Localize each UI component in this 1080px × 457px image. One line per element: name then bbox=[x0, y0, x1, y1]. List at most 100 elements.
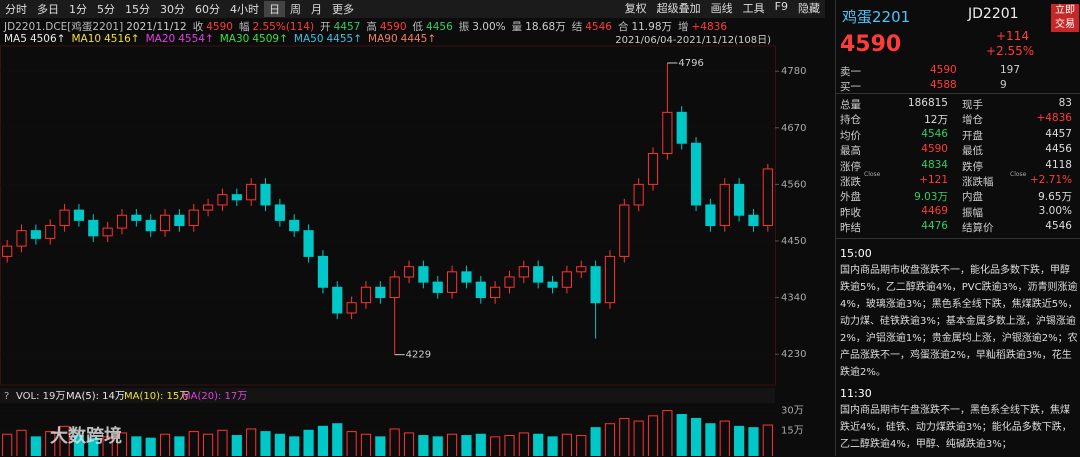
quote-value: 3.00% bbox=[1038, 204, 1072, 217]
volume-bar bbox=[88, 437, 99, 456]
candle-body bbox=[45, 225, 56, 239]
volume-bar bbox=[16, 429, 27, 456]
ma-legend: MA5 4506↑ MA10 4516↑ MA20 4554↑ MA30 4509↑ MA50 4… bbox=[4, 33, 436, 45]
candle-body bbox=[446, 271, 458, 293]
tool-button[interactable]: 画线 bbox=[710, 2, 733, 15]
candle-body bbox=[762, 168, 773, 227]
volume-bar bbox=[116, 432, 128, 456]
volume-bar bbox=[604, 423, 616, 456]
candle-body bbox=[16, 230, 27, 247]
quote-label: 跌停 bbox=[962, 160, 983, 173]
quote-value: 4118 bbox=[1045, 158, 1072, 171]
info-item: 幅 2.55%(114) bbox=[239, 19, 314, 34]
volume-bar bbox=[662, 410, 673, 456]
quote-value: 83 bbox=[1058, 97, 1072, 109]
volume-bar bbox=[432, 436, 443, 456]
period-tab[interactable]: 多日 bbox=[37, 3, 59, 16]
info-label: 高 bbox=[366, 21, 377, 33]
quote-panel: 鸡蛋2201 JD2201 4590 +114 +2.55% 立即交易 卖一 4590 197 买… bbox=[835, 0, 1080, 456]
divider bbox=[836, 93, 1080, 94]
volume-bar bbox=[633, 420, 644, 456]
candle-body bbox=[317, 255, 329, 288]
book-label: 买一 bbox=[840, 81, 861, 93]
info-label: 增 bbox=[678, 21, 689, 33]
info-value: 4457 bbox=[333, 21, 361, 33]
volume-bar bbox=[576, 435, 587, 456]
quote-name: 鸡蛋2201 bbox=[842, 8, 911, 26]
quote-code: JD2201 bbox=[968, 6, 1019, 22]
volume-bar bbox=[2, 433, 13, 456]
quote-label: 振幅 bbox=[962, 206, 983, 219]
volume-bar bbox=[418, 435, 429, 456]
candle-body bbox=[174, 214, 185, 227]
volume-bar bbox=[346, 431, 357, 456]
quote-value: 4456 bbox=[1045, 143, 1072, 156]
candle-body bbox=[303, 230, 314, 257]
candle-body bbox=[102, 227, 113, 237]
candle-body bbox=[561, 271, 572, 288]
period-tab[interactable]: 1分 bbox=[69, 3, 87, 16]
candle-body bbox=[633, 183, 644, 206]
period-tab[interactable]: 更多 bbox=[332, 3, 354, 16]
volume-bar bbox=[203, 433, 214, 456]
info-label: 结 bbox=[571, 21, 583, 33]
news-time: 15:00 bbox=[840, 247, 872, 260]
ma-value: 4445↑ bbox=[400, 33, 437, 45]
quote-row: 持仓 12万 增仓 +4836 bbox=[840, 112, 1076, 127]
volume-bar bbox=[59, 425, 70, 456]
period-tab[interactable]: 分时 bbox=[5, 3, 27, 16]
quote-row: 外盘 9.03万 内盘 9.65万 bbox=[840, 189, 1076, 204]
info-label: 低 bbox=[412, 21, 424, 33]
period-tab[interactable]: 15分 bbox=[125, 3, 150, 16]
trade-button[interactable]: 立即交易 bbox=[1051, 4, 1079, 32]
info-item: 结 4546 bbox=[572, 19, 612, 34]
candle-body bbox=[403, 266, 415, 278]
quote-value: 9.65万 bbox=[1038, 191, 1072, 204]
candle-body bbox=[274, 204, 285, 221]
tool-button[interactable]: 工具 bbox=[742, 2, 765, 15]
volume-bar bbox=[45, 431, 56, 456]
volume-bar bbox=[188, 431, 199, 456]
candle-body bbox=[748, 214, 759, 227]
period-tab[interactable]: 月 bbox=[311, 3, 322, 16]
volume-bar bbox=[748, 427, 759, 456]
quote-row: 总量 186815 现手 83 bbox=[840, 97, 1076, 112]
volume-bar bbox=[719, 420, 730, 456]
ma-item: MA50 4455↑ bbox=[294, 33, 362, 45]
period-tab[interactable]: 4小时 bbox=[230, 3, 259, 16]
volume-bar bbox=[461, 435, 472, 456]
volume-bar bbox=[647, 415, 659, 456]
volume-bar bbox=[375, 436, 386, 456]
tool-button[interactable]: F9 bbox=[774, 0, 788, 13]
tool-button[interactable]: 复权 bbox=[624, 2, 647, 15]
tool-button[interactable]: 超级叠加 bbox=[656, 2, 701, 15]
period-tab[interactable]: 30分 bbox=[160, 3, 185, 16]
info-line: JD2201.DCE[鸡蛋2201] 2021/11/12 收 4590 幅 2.55%(… bbox=[4, 19, 727, 34]
period-tab[interactable]: 5分 bbox=[97, 3, 115, 16]
vol-ma: MA(10): 15万 bbox=[124, 391, 189, 402]
info-label: JD2201.DCE[鸡蛋2201] bbox=[4, 21, 124, 33]
info-item: 量 18.68万 bbox=[512, 19, 566, 34]
period-tab[interactable]: 周 bbox=[290, 3, 301, 16]
volume-bar bbox=[705, 423, 716, 456]
ma-name: MA50 bbox=[293, 33, 324, 45]
candle-body bbox=[145, 219, 156, 232]
ma-value: 4506↑ bbox=[29, 33, 66, 45]
candle-body bbox=[676, 111, 687, 144]
candle-body bbox=[30, 230, 41, 239]
volume-bar bbox=[159, 433, 171, 456]
candle-body bbox=[231, 194, 242, 201]
chart: 2021/06/04-2021/11/12(108日) 4230 4340 4450 4… bbox=[0, 35, 806, 456]
candle-body bbox=[604, 255, 616, 304]
candle-body bbox=[518, 266, 529, 278]
period-tab[interactable]: 日 bbox=[264, 1, 285, 17]
ma-name: MA5 bbox=[4, 33, 27, 45]
info-value: 3.00% bbox=[472, 21, 506, 33]
tool-button[interactable]: 隐藏 bbox=[798, 2, 820, 15]
info-item: 低 4456 bbox=[413, 19, 453, 34]
vol-title: VOL: 19万 bbox=[16, 391, 65, 402]
period-tab[interactable]: 60分 bbox=[195, 3, 220, 16]
book-volume: 9 bbox=[1000, 79, 1007, 91]
volume-bar bbox=[490, 436, 501, 456]
